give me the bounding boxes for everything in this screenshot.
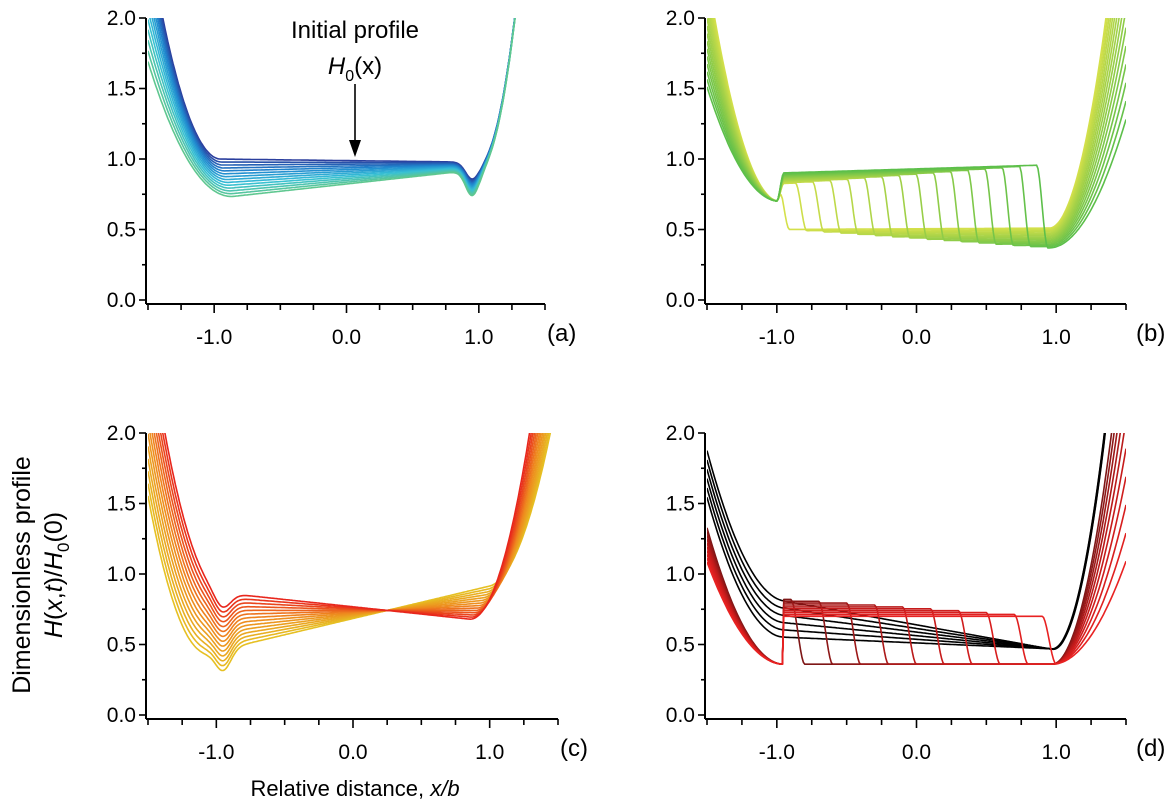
x-tick-label: 1.0 [464, 326, 493, 349]
y-tick-label: 2.0 [107, 7, 136, 30]
series-line [707, 433, 1113, 666]
axes-1: 0.0 0.5 1.0 1.5 2.0 -1.0 0.0 1.0 [107, 7, 546, 349]
y-tick-label: 1.5 [666, 78, 695, 101]
series-line [707, 18, 1116, 237]
series-line [707, 86, 1126, 249]
series-line [707, 45, 1126, 244]
x-tick-label: 1.0 [1042, 326, 1071, 349]
y-tick-label: 0.0 [107, 704, 136, 727]
series-line [148, 433, 544, 647]
x-tick-label: 1.0 [1042, 741, 1071, 764]
series-line [148, 433, 552, 672]
panel-label: (d) [1136, 735, 1165, 762]
series-line [707, 433, 1118, 666]
y-tick-label: 2.0 [107, 422, 136, 445]
series-line [707, 27, 1126, 243]
series-line [707, 18, 1118, 238]
x-tick-label: -1.0 [198, 741, 234, 764]
panel-label: (a) [547, 320, 576, 347]
curves-2 [707, 18, 1126, 249]
series-line [707, 18, 1120, 239]
y-tick-label: 1.0 [666, 148, 695, 171]
axes-2: 0.0 0.5 1.0 1.5 2.0 -1.0 0.0 1.0 [666, 7, 1127, 349]
curves-1 [148, 18, 516, 198]
y-tick-label: 1.5 [107, 493, 136, 516]
y-tick-label: 2.0 [666, 7, 695, 30]
y-tick-label: 1.0 [107, 148, 136, 171]
y-tick-label: 0.5 [107, 219, 136, 242]
panel-label: (c) [560, 735, 588, 762]
panel-b: 0.0 0.5 1.0 1.5 2.0 -1.0 0.0 1.0 (b) [666, 7, 1166, 349]
series-line [707, 433, 1125, 666]
panel-a: 0.0 0.5 1.0 1.5 2.0 -1.0 0.0 1.0 (a) [107, 7, 577, 349]
series-line [148, 18, 516, 198]
y-tick-label: 0.0 [666, 289, 695, 312]
x-axis-label: Relative distance, x/b [250, 776, 459, 801]
annotation-arrowhead [349, 140, 361, 157]
series-line [707, 433, 1106, 650]
series-line [148, 433, 547, 657]
y-axis-label-line1: Dimensionless profile [8, 456, 36, 694]
series-line [149, 433, 542, 643]
y-tick-label: 1.5 [107, 78, 136, 101]
series-line [148, 433, 549, 662]
annotation-line1: Initial profile [291, 17, 419, 44]
x-tick-label: 0.0 [338, 741, 367, 764]
panel-label: (b) [1136, 320, 1165, 347]
y-axis-label: Dimensionless profile H(x,t)/H0(0) [8, 456, 73, 694]
x-tick-label: -1.0 [759, 741, 795, 764]
x-tick-label: 0.0 [902, 741, 931, 764]
y-tick-label: 0.5 [666, 634, 695, 657]
x-tick-label: 1.0 [475, 741, 504, 764]
series-line [707, 561, 1126, 666]
y-tick-label: 0.5 [107, 634, 136, 657]
series-line [148, 433, 545, 652]
series-line [713, 18, 1107, 231]
y-tick-label: 1.0 [666, 563, 695, 586]
panel-c: 0.0 0.5 1.0 1.5 2.0 -1.0 0.0 1.0 (c) [107, 422, 588, 764]
panel-d: 0.0 0.5 1.0 1.5 2.0 -1.0 0.0 1.0 (d) [666, 422, 1166, 764]
y-tick-label: 1.0 [107, 563, 136, 586]
axes-4: 0.0 0.5 1.0 1.5 2.0 -1.0 0.0 1.0 [666, 422, 1127, 764]
series-line [148, 433, 550, 667]
series-line [707, 532, 1126, 666]
y-axis-label-line2: H(x,t)/H0(0) [40, 512, 73, 638]
curves-4 [707, 433, 1126, 666]
series-line [164, 433, 531, 621]
y-tick-label: 0.5 [666, 219, 695, 242]
y-tick-label: 0.0 [107, 289, 136, 312]
x-tick-label: -1.0 [759, 326, 795, 349]
series-line [707, 18, 1123, 241]
annotation-line2: H0(x) [328, 53, 382, 85]
series-line [707, 18, 1126, 242]
x-tick-label: 0.0 [902, 326, 931, 349]
curves-3 [148, 433, 552, 672]
x-tick-label: -1.0 [196, 326, 232, 349]
y-tick-label: 2.0 [666, 422, 695, 445]
y-tick-label: 0.0 [666, 704, 695, 727]
y-tick-label: 1.5 [666, 493, 695, 516]
x-tick-label: 0.0 [332, 326, 361, 349]
axes-3: 0.0 0.5 1.0 1.5 2.0 -1.0 0.0 1.0 [107, 422, 559, 764]
series-line [707, 433, 1115, 666]
initial-profile-annotation: Initial profile H0(x) [291, 17, 419, 157]
